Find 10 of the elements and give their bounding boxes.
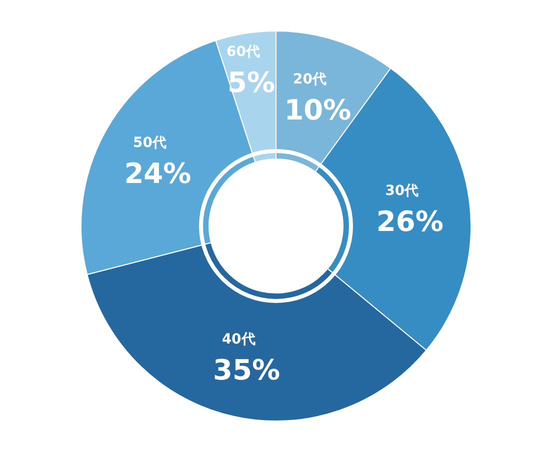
slice-label: 60代 [226, 44, 260, 60]
slice-label: 30代 [385, 183, 419, 200]
slice-label: 20代 [292, 72, 326, 88]
data-label: 35% [213, 354, 280, 387]
data-label: 24% [124, 156, 192, 190]
slice-label: 40代 [222, 332, 256, 348]
slice-label: 50代 [132, 134, 166, 151]
data-label: 10% [284, 94, 352, 127]
data-label: 5% [228, 66, 276, 99]
data-label: 26% [376, 205, 444, 238]
